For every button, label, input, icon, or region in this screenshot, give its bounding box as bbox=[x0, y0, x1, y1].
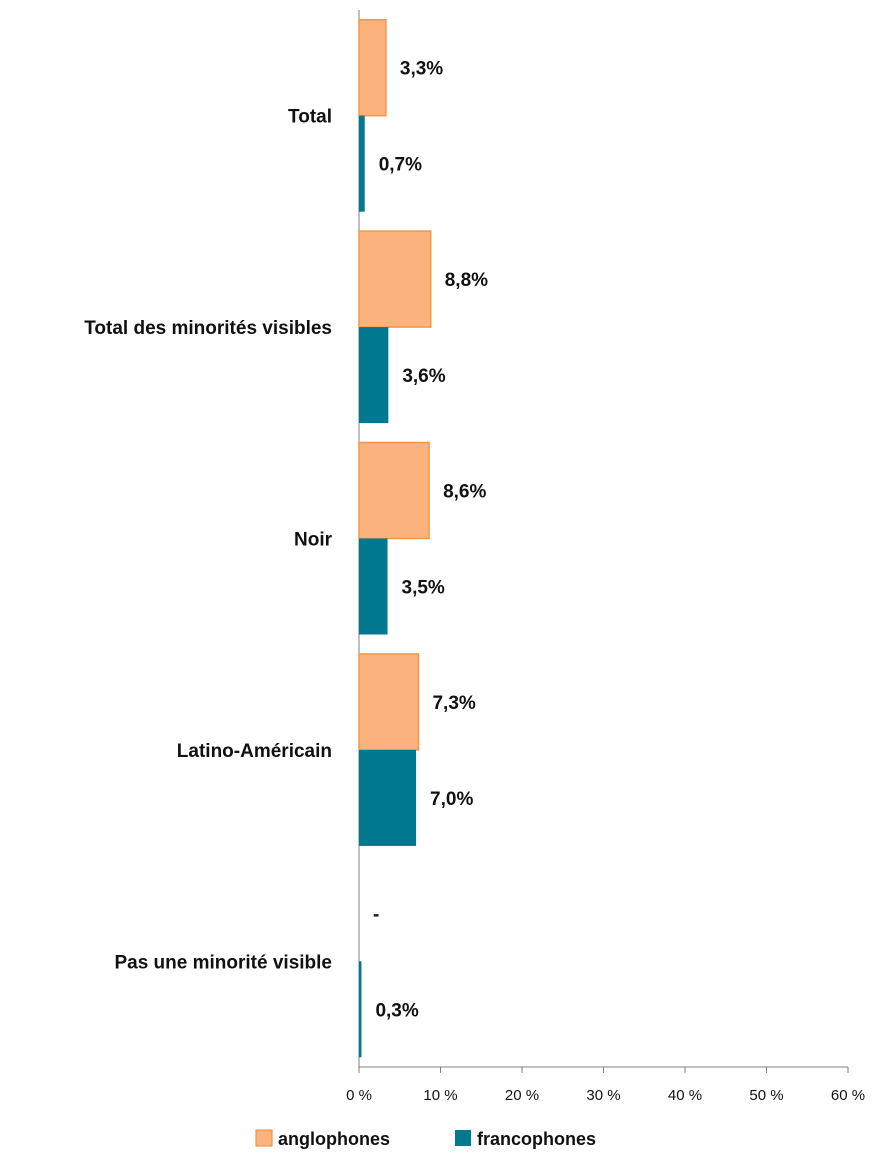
bar-francophones bbox=[359, 327, 389, 424]
data-label-anglophones: 3,3% bbox=[400, 59, 443, 80]
data-label-francophones: 0,7% bbox=[379, 155, 422, 176]
data-label-francophones: 3,5% bbox=[402, 578, 445, 599]
x-tick-label: 10 % bbox=[423, 1087, 457, 1104]
x-tick-label: 60 % bbox=[831, 1087, 865, 1104]
legend-swatch-francophones bbox=[455, 1130, 471, 1146]
data-label-anglophones: - bbox=[373, 904, 379, 925]
category-label: Pas une minorité visible bbox=[114, 952, 332, 973]
bar-anglophones bbox=[358, 441, 430, 540]
legend-label-francophones: francophones bbox=[477, 1129, 596, 1149]
bar-francophones bbox=[359, 115, 365, 212]
x-tick-label: 40 % bbox=[668, 1087, 702, 1104]
category-label: Total bbox=[288, 107, 332, 128]
x-tick-label: 20 % bbox=[505, 1087, 539, 1104]
bar-anglophones bbox=[358, 230, 432, 328]
x-tick-label: 0 % bbox=[346, 1087, 372, 1104]
data-label-anglophones: 8,8% bbox=[445, 270, 488, 291]
bar-francophones bbox=[359, 749, 417, 846]
legend-label-anglophones: anglophones bbox=[278, 1129, 390, 1149]
data-label-francophones: 7,0% bbox=[430, 789, 473, 810]
bar-francophones bbox=[359, 538, 388, 635]
x-tick-label: 50 % bbox=[749, 1087, 783, 1104]
data-label-anglophones: 7,3% bbox=[432, 693, 475, 714]
data-label-francophones: 3,6% bbox=[402, 366, 445, 387]
data-label-anglophones: 8,6% bbox=[443, 482, 486, 503]
category-label: Total des minorités visibles bbox=[84, 318, 332, 339]
bar-anglophones bbox=[358, 18, 387, 117]
bar-anglophones bbox=[358, 653, 420, 751]
legend-swatch-anglophones bbox=[255, 1129, 273, 1147]
data-label-francophones: 0,3% bbox=[375, 1000, 418, 1021]
bar-francophones bbox=[359, 961, 362, 1058]
category-label: Latino-Américain bbox=[177, 741, 332, 762]
category-label: Noir bbox=[294, 530, 333, 551]
x-tick-label: 30 % bbox=[586, 1087, 620, 1104]
